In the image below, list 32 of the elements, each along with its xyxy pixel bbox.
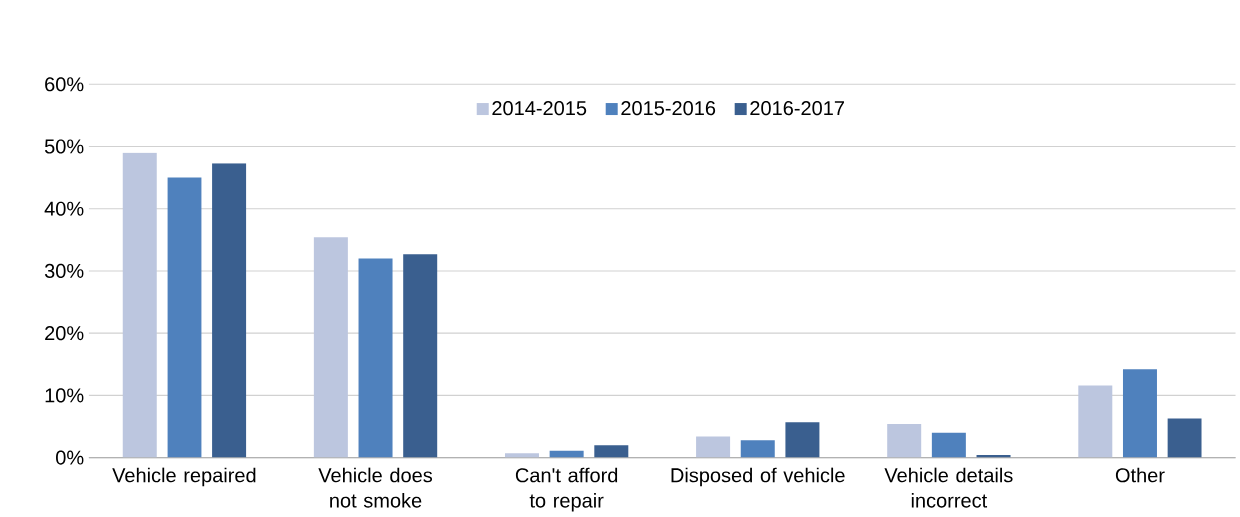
bar [1167,418,1202,458]
y-tick-label: 50% [44,139,84,154]
legend-label: 2016-2017 [750,100,844,116]
bar [740,440,775,458]
bar [594,445,629,458]
bar [696,436,731,458]
bar [212,163,247,458]
x-tick-label: Other [1115,467,1165,483]
y-tick-label: 60% [45,77,84,92]
y-tick-label: 0% [56,450,84,465]
bar [122,152,157,458]
x-tick-label: Can't afford to repair [515,467,618,512]
bar [931,432,966,458]
x-tick-label: Disposed of vehicle [671,467,845,487]
x-tick-label: Vehicle details incorrect [884,467,1013,508]
x-tick-label: Vehicle repaired [112,467,256,487]
bar [358,258,393,458]
bar [403,253,438,458]
y-tick-label: 40% [44,201,84,216]
y-tick-label: 20% [45,325,84,341]
bar [887,423,922,458]
bar [504,453,539,458]
x-tick-label: Vehicle does not smoke [318,467,433,508]
bar [1078,385,1113,458]
legend-label: 2015-2016 [621,100,716,116]
bar [313,237,348,458]
legend-label: 2014-2015 [492,100,587,116]
bar [785,421,820,458]
y-tick-label: 30% [44,263,84,278]
y-tick-label: 10% [45,388,84,403]
bar [167,177,202,458]
bar [1122,369,1157,458]
